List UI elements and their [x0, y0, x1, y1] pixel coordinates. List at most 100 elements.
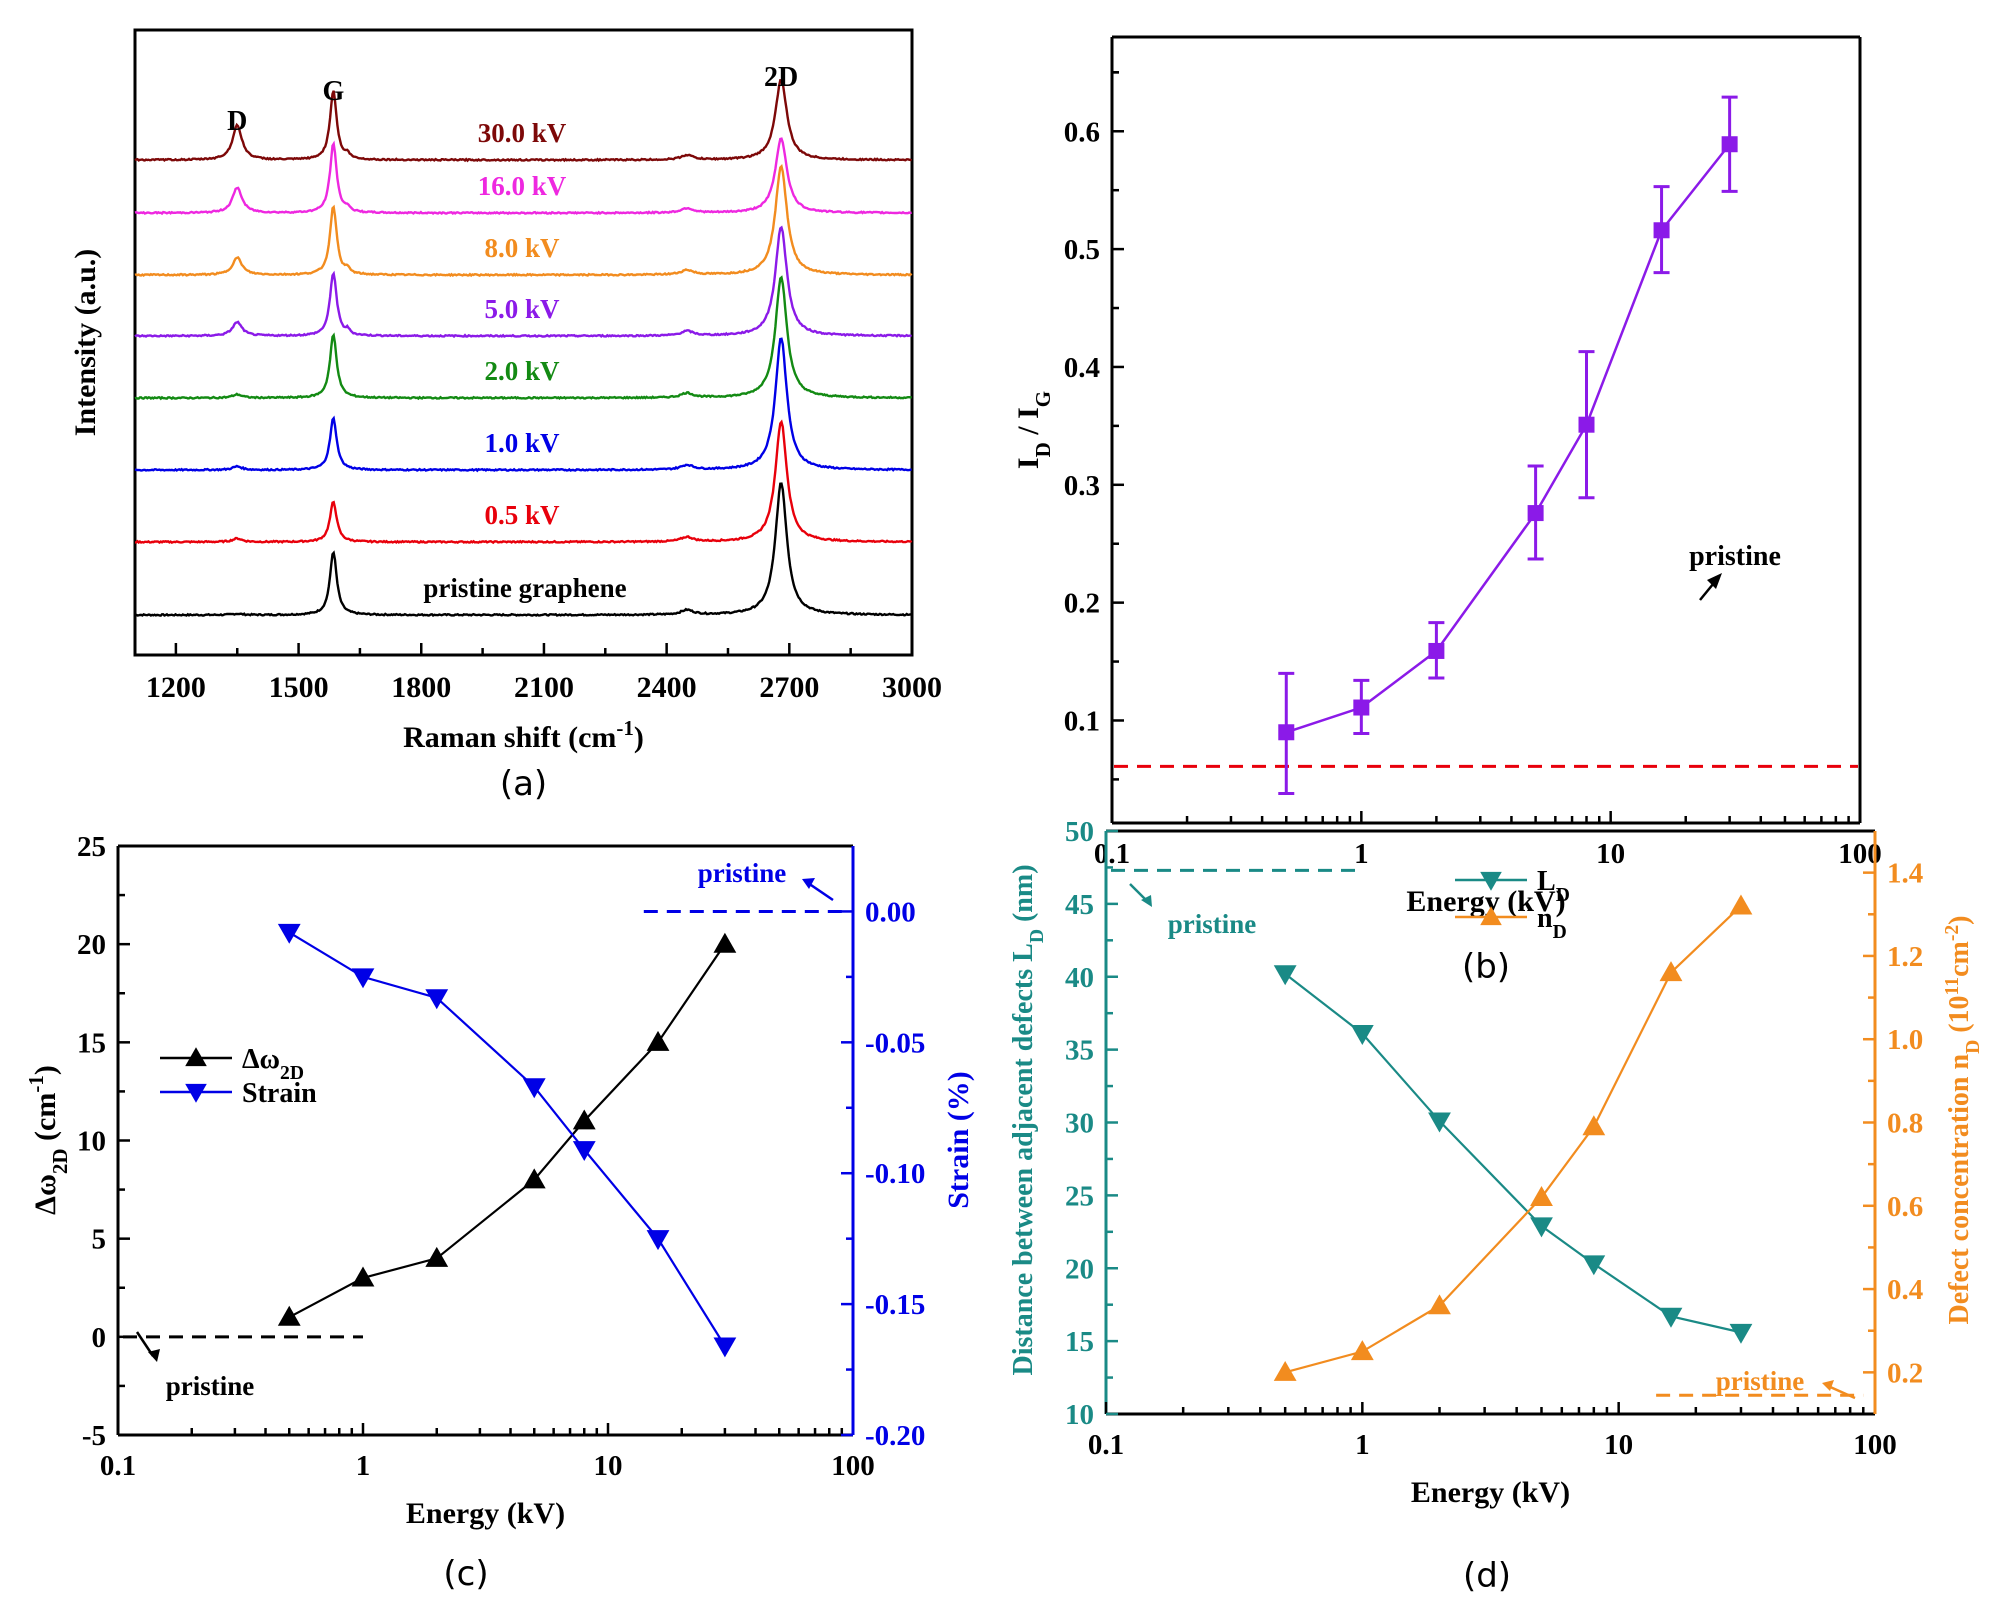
- y-tick-label: 0.6: [1064, 116, 1100, 148]
- data-point: [713, 1337, 737, 1358]
- data-point: [1582, 1255, 1606, 1276]
- x-tick-label: 0.1: [100, 1450, 136, 1482]
- spectrum-line: [134, 79, 912, 163]
- data-point: [351, 1266, 375, 1287]
- y-axis-label-part: Δω: [29, 1174, 62, 1215]
- annotation-arrow-shaft: [1827, 1384, 1856, 1400]
- y-tick-label: 20: [77, 929, 106, 961]
- y-tick-label: 25: [77, 831, 106, 863]
- panel-caption: (c): [443, 1554, 488, 1594]
- annotation-arrow-head: [1822, 1380, 1834, 1391]
- y-right-tick-label: 0.6: [1887, 1191, 1923, 1223]
- peak-label: D: [227, 106, 247, 137]
- y-tick-label: 30: [1065, 1108, 1094, 1140]
- y-tick-label: 0.5: [1064, 234, 1100, 266]
- panel-caption: (b): [1462, 947, 1510, 987]
- data-point: [1653, 222, 1670, 239]
- x-tick-label: 10: [1604, 1429, 1633, 1461]
- y-tick-label: 0.2: [1064, 588, 1100, 620]
- legend-label: LD: [1537, 866, 1570, 906]
- annotation-arrow-head: [148, 1349, 160, 1362]
- data-point: [572, 1109, 596, 1130]
- y-right-axis-label-part: (10: [1944, 995, 1975, 1039]
- series-line: [288, 943, 726, 1319]
- panel-a-raman-spectra: 1200 1500 1800 2100 2400 2700 3000 Raman shift …: [69, 28, 942, 804]
- spectrum-line: [134, 419, 913, 545]
- data-point: [572, 1141, 596, 1162]
- data-point: [1530, 1186, 1553, 1207]
- y-tick-label: 0: [92, 1322, 107, 1354]
- y-right-tick-label: 0.8: [1887, 1108, 1923, 1140]
- y-right-tick-label: 1.2: [1887, 941, 1923, 973]
- spectrum-label: 1.0 kV: [484, 428, 560, 458]
- data-point: [1659, 961, 1683, 982]
- x-tick-label: 10: [594, 1450, 623, 1482]
- y-axis-label-part: 2D: [48, 1148, 72, 1174]
- spectrum-line: [134, 482, 912, 618]
- x-axis-label: Energy (kV): [1411, 1476, 1570, 1509]
- y-axis-label-part: (cm: [29, 1093, 62, 1149]
- data-point: [1273, 1360, 1297, 1381]
- y-right-tick-label: -0.05: [865, 1027, 925, 1059]
- y-axis-label-part: G: [1031, 391, 1055, 407]
- y-axis-label-part: Distance between adjacent defects L: [1008, 943, 1039, 1375]
- data-point: [522, 1168, 546, 1189]
- legend-marker: [1480, 906, 1502, 926]
- y-axis-label: Δω2D (cm-1): [24, 1065, 72, 1215]
- legend-marker: [185, 1083, 207, 1103]
- data-point: [1353, 699, 1370, 716]
- spectrum-label: 8.0 kV: [484, 233, 560, 263]
- y-right-tick-label: -0.20: [865, 1420, 925, 1452]
- annotation-arrow-shaft: [807, 881, 834, 902]
- y-right-axis-label-part: ): [1944, 915, 1975, 924]
- data-point: [1428, 1112, 1451, 1133]
- y-right-axis-label-part: 11: [1942, 977, 1963, 996]
- y-tick-label: 50: [1065, 816, 1094, 848]
- pristine-annotation-left: pristine: [1168, 909, 1257, 939]
- y-right-tick-label: 0.4: [1887, 1274, 1923, 1306]
- y-axis-label-part: I: [1012, 457, 1045, 469]
- spectrum-label: 2.0 kV: [484, 356, 560, 386]
- spectrum-line: [134, 225, 912, 339]
- panel-caption: (a): [500, 764, 547, 804]
- legend-label-part: Δω: [242, 1044, 280, 1075]
- peak-label: G: [322, 76, 344, 107]
- legend-label-part: 2D: [280, 1063, 304, 1084]
- peak-label: 2D: [764, 62, 798, 93]
- pristine-annotation-left: pristine: [166, 1371, 255, 1401]
- y-tick-label: 10: [1065, 1399, 1094, 1431]
- y-tick-label: 15: [77, 1027, 106, 1059]
- data-point: [1729, 894, 1753, 915]
- y-tick-label: -5: [82, 1420, 106, 1452]
- pristine-annotation-right: pristine: [698, 858, 787, 888]
- data-point: [1721, 136, 1738, 153]
- y-right-axis-label: Strain (%): [942, 1071, 975, 1209]
- legend-label-part: n: [1537, 903, 1553, 934]
- data-point: [1527, 505, 1544, 522]
- panel-c-2d-shift-strain: 0.1 1 10 100 Energy (kV) -5 0 5 10 15 20 25 -0.20 -0.…: [24, 831, 975, 1594]
- data-point: [425, 1246, 449, 1267]
- spectrum-line: [134, 337, 912, 473]
- x-axis-label: Energy (kV): [1406, 885, 1565, 918]
- data-point: [351, 968, 375, 989]
- y-right-axis-label: Defect concentration nD (1011cm-2): [1942, 915, 1984, 1324]
- y-tick-label: 35: [1065, 1035, 1094, 1067]
- legend-label: Strain: [242, 1078, 317, 1109]
- y-right-tick-label: -0.10: [865, 1158, 925, 1190]
- annotation-arrow-head: [1141, 895, 1152, 907]
- data-point: [1530, 1217, 1553, 1238]
- y-tick-label: 20: [1065, 1253, 1094, 1285]
- y-tick-label: 40: [1065, 962, 1094, 994]
- x-tick-label: 0.1: [1094, 838, 1130, 870]
- legend-marker: [1480, 871, 1502, 891]
- y-tick-label: 25: [1065, 1180, 1094, 1212]
- annotation-arrow-head: [1707, 573, 1722, 589]
- y-axis-label: Distance between adjacent defects LD (nm…: [1008, 864, 1048, 1375]
- y-axis-label-part: ): [29, 1065, 62, 1075]
- legend-label: nD: [1537, 903, 1567, 943]
- spectrum-label: 5.0 kV: [484, 294, 560, 324]
- spectrum-line: [134, 137, 912, 216]
- data-point: [1428, 642, 1445, 659]
- y-tick-label: 0.3: [1064, 470, 1100, 502]
- data-point: [1273, 965, 1297, 986]
